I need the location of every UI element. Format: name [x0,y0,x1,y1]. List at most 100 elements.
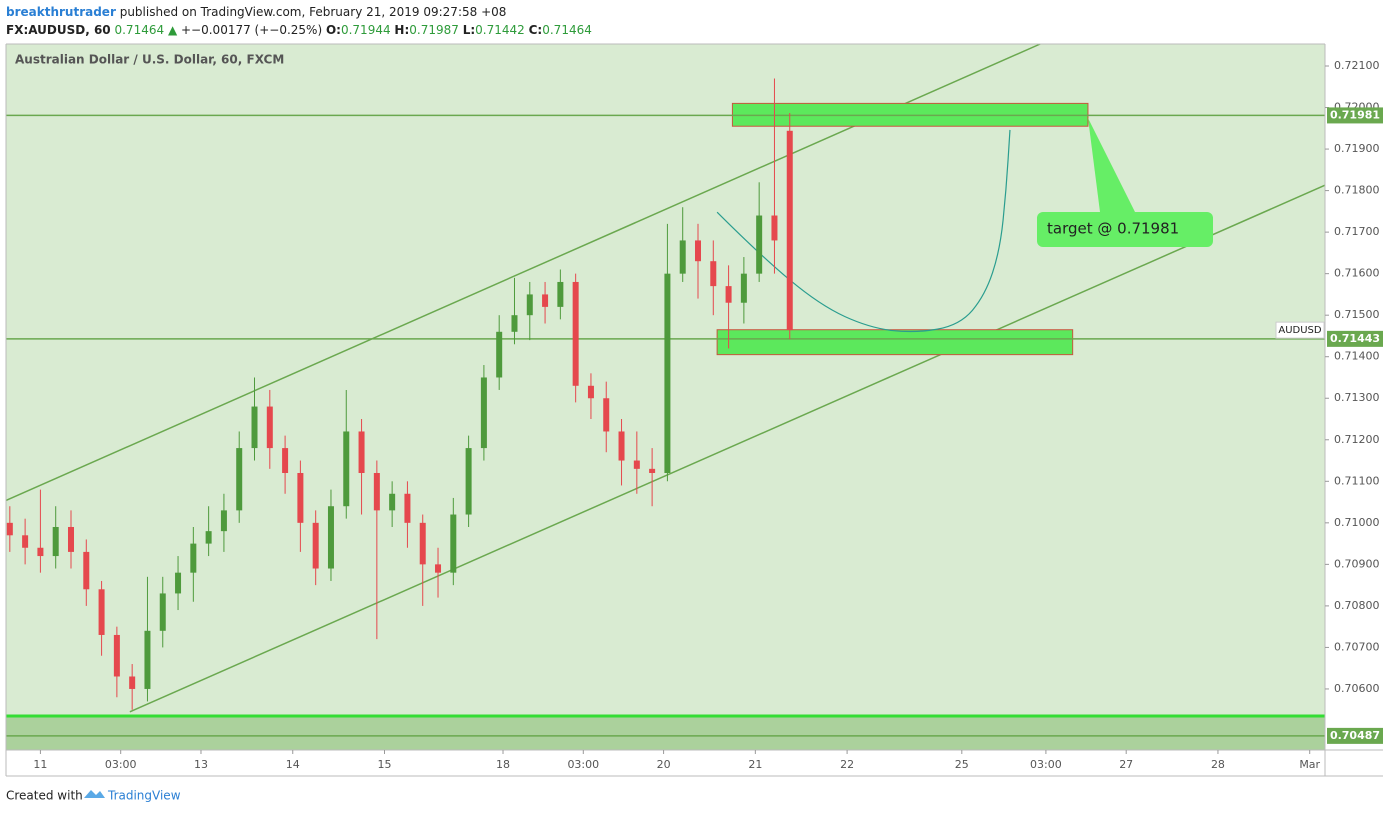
x-tick-label: 22 [840,758,854,771]
candle-body [649,468,656,473]
callout-pointer [1088,118,1135,212]
candle-body [526,294,533,316]
candle-body [175,572,182,594]
candle-body [282,448,289,473]
candle-body [251,406,258,449]
header-line: breakthrutrader published on TradingView… [6,5,506,19]
o-value: 0.71944 [341,23,391,37]
x-tick-label: 03:00 [567,758,599,771]
callout: target @ 0.71981 [1037,118,1213,247]
candle-body [679,240,686,274]
y-tick-label: 0.71700 [1334,225,1380,238]
candle-body [419,522,426,565]
plot [5,43,1326,750]
change: +−0.00177 (+−0.25%) [181,23,322,37]
candle-body [266,406,273,449]
y-tick-label: 0.71000 [1334,516,1380,529]
x-tick-label: 21 [748,758,762,771]
created-with: Created with [6,789,83,803]
l-value: 0.71442 [475,23,525,37]
author: breakthrutrader [6,5,116,19]
symbol-box [1275,321,1325,339]
candle-body [236,448,243,511]
y-tick-label: 0.70900 [1334,557,1380,570]
candle-body [327,506,334,569]
y-tick-label: 0.71900 [1334,142,1380,155]
candle-body [664,273,671,473]
arrow: ▲ [168,23,178,37]
h-label: H: [394,23,409,37]
candle-body [771,215,778,241]
annotation: target @ 0.71981 [1047,220,1179,238]
candle-body [144,630,151,689]
y-tick-label: 0.71500 [1334,308,1380,321]
y-tick-label: 0.71600 [1334,267,1380,280]
candle-body [129,676,136,689]
candle-body [435,564,442,573]
candle-body [480,377,487,449]
y-tick-label: 0.70600 [1334,682,1380,695]
y-tick-label: 0.71400 [1334,350,1380,363]
candle-body [52,526,59,557]
published: published on TradingView.com, February 2… [120,5,507,19]
candle-body [343,431,350,507]
candle-body [587,385,594,399]
candle-body [618,431,625,461]
candle-body [756,215,763,274]
candle-body [557,281,564,307]
candle-body [98,589,105,635]
last-price: 0.71464 [114,23,164,37]
candle-body [740,273,747,303]
y-tick-label: 0.72100 [1334,59,1380,72]
candle-body [22,535,29,548]
brand: TradingView [107,789,181,803]
candle-body [312,522,319,569]
candle-body [404,493,411,523]
x-tick-label: 18 [496,758,510,771]
axes: 0.70600 0.70700 0.70800 0.70900 0.71000 0.711… [33,59,1383,771]
symbol-label: AUDUSD [1278,325,1322,336]
x-tick-label: 14 [286,758,300,771]
candle-body [786,130,793,331]
candle-body [67,526,74,552]
x-tick-label: 15 [377,758,391,771]
candle-body [358,431,365,473]
candle-body [633,460,640,469]
projection-curve [716,129,1011,333]
candle-body [603,398,610,432]
y-tick-label: 0.70800 [1334,599,1380,612]
price-label-box [1327,107,1383,124]
candle-body [725,286,732,303]
candle-body [572,281,579,386]
candle-body [190,543,197,573]
callout-box [1037,212,1213,247]
candle-body [710,261,717,287]
price-label: 0.71981 [1330,108,1380,121]
candle-body [6,522,13,536]
channel-line [129,184,1326,713]
candle-body [496,331,503,378]
x-tick-label: Mar [1299,758,1320,771]
x-tick-label: 28 [1211,758,1225,771]
candle-body [542,294,549,307]
x-tick-label: 03:00 [105,758,137,771]
candle-body [511,315,518,332]
candle-body [297,472,304,523]
quote-line: FX:AUDUSD, 60 0.71464 ▲ +−0.00177 (+−0.2… [6,23,592,37]
candle-body [389,493,396,511]
c-value: 0.71464 [542,23,592,37]
price-label-box [1327,330,1383,347]
candle-body [465,448,472,515]
x-tick-label: 20 [657,758,671,771]
c-label: C: [529,23,543,37]
l-label: L: [463,23,475,37]
y-tick-label: 0.71800 [1334,184,1380,197]
y-tick-label: 0.70700 [1334,640,1380,653]
candle-body [113,634,120,677]
price-label-box [1327,727,1383,744]
logo [84,790,105,798]
o-label: O: [326,23,341,37]
h-value: 0.71987 [409,23,459,37]
